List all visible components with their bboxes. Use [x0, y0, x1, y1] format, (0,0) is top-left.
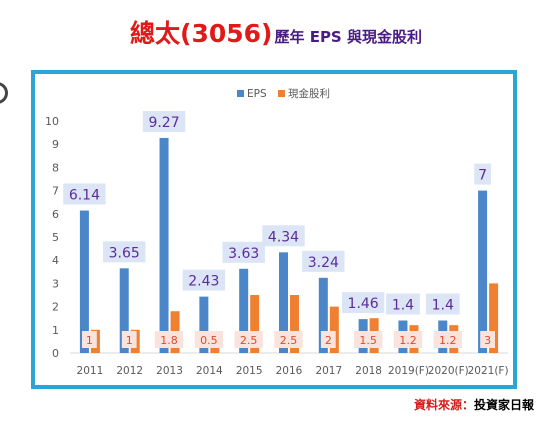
dividend-data-label-box — [274, 331, 303, 348]
eps-data-label: 3.65 — [109, 245, 140, 261]
eps-data-label-box — [103, 241, 146, 263]
x-tick-label: 2013 — [156, 365, 183, 377]
legend: EPS 現金股利 — [237, 87, 330, 100]
dividend-data-label: 1 — [86, 334, 93, 347]
eps-bar — [279, 252, 288, 353]
dividend-data-label: 2.5 — [240, 334, 258, 347]
source-value: 投資家日報 — [473, 398, 534, 412]
eps-bar — [159, 137, 169, 353]
x-tick-label: 2020(F) — [428, 365, 469, 377]
eps-bar — [79, 210, 89, 353]
x-tick-label: 2014 — [196, 365, 223, 377]
y-tick-label: 4 — [52, 254, 59, 267]
eps-bar — [239, 268, 249, 353]
x-tick-label: 2016 — [276, 365, 303, 377]
dividend-data-label: 1 — [126, 334, 133, 347]
dividend-data-label: 3 — [484, 334, 491, 347]
y-tick-label: 5 — [52, 231, 59, 244]
eps-data-label-box — [262, 225, 305, 247]
dividend-data-label: 2 — [325, 334, 332, 347]
x-tick-label: 2019(F) — [388, 365, 429, 377]
legend-label-eps: EPS — [247, 88, 267, 100]
eps-data-label-box — [182, 269, 226, 291]
eps-data-label: 1.4 — [432, 298, 454, 314]
eps-data-label: 1.4 — [392, 298, 414, 314]
eps-bar — [478, 190, 488, 353]
dividend-data-label: 1.2 — [399, 334, 417, 347]
eps-data-label-box — [386, 293, 420, 315]
eps-data-label: 7 — [478, 168, 487, 184]
eps-data-label-box — [425, 293, 460, 315]
dividend-data-label-box — [480, 331, 495, 348]
eps-data-label: 3.63 — [228, 246, 259, 262]
y-tick-label: 10 — [45, 115, 59, 128]
dividend-data-label-box — [82, 331, 97, 348]
eps-data-label-box — [63, 183, 106, 205]
eps-data-label-box — [222, 241, 265, 263]
dividend-data-label: 2.5 — [280, 334, 298, 347]
eps-bar — [199, 296, 209, 353]
chart-subtitle: 歷年 EPS 與現金股利 — [274, 28, 422, 46]
dividend-data-label-box — [121, 331, 137, 348]
dividend-data-label-box — [234, 331, 263, 348]
dividend-bar — [290, 295, 299, 353]
data-labels: 6.14 1 3.65 1 9.27 1.8 2.43 0.5 3.63 2.5 4.34 2.5 3.… — [63, 110, 495, 348]
source-note: 資料來源：投資家日報 — [414, 396, 534, 413]
x-tick-label: 2012 — [116, 365, 143, 377]
x-tick-label: 2017 — [315, 365, 342, 377]
y-tick-label: 1 — [52, 324, 59, 337]
dividend-data-label: 0.5 — [200, 334, 218, 347]
dividend-data-label-box — [353, 331, 383, 348]
chart-title-block: 總太(3056) 歷年 EPS 與現金股利 — [0, 14, 552, 50]
dividend-bar — [250, 295, 260, 353]
y-tick-label: 0 — [52, 347, 59, 360]
eps-data-label-box — [341, 292, 385, 314]
legend-swatch-eps — [237, 90, 244, 97]
eps-data-label: 2.43 — [188, 274, 219, 290]
eps-data-label-box — [474, 163, 491, 185]
x-tick-label: 2018 — [355, 365, 382, 377]
eps-data-label: 3.24 — [308, 255, 339, 271]
legend-swatch-dividend — [278, 90, 285, 97]
legend-label-dividend: 現金股利 — [288, 87, 330, 100]
chart-title: 總太(3056) — [130, 19, 273, 48]
dividend-data-label-box — [194, 331, 224, 348]
y-tick-label: 8 — [52, 161, 59, 174]
eps-data-label-box — [142, 110, 186, 132]
dividend-data-label: 1.5 — [359, 334, 377, 347]
eps-data-label: 1.46 — [348, 296, 379, 312]
eps-bar — [318, 277, 328, 353]
eps-bar — [119, 268, 129, 353]
x-tick-label: 2011 — [77, 365, 104, 377]
dividend-bar — [489, 283, 499, 353]
source-label: 資料來源： — [413, 398, 474, 412]
dividend-bar — [329, 306, 339, 353]
y-tick-label: 3 — [52, 277, 59, 290]
y-axis: 0 1 2 3 4 5 6 7 8 9 10 — [45, 115, 508, 360]
eps-data-label: 6.14 — [69, 188, 100, 204]
dividend-data-label: 1.8 — [160, 334, 178, 347]
eps-data-label-box — [302, 250, 345, 272]
dividend-data-label-box — [320, 331, 336, 348]
x-tick-label: 2021(F) — [468, 365, 509, 377]
y-tick-label: 7 — [52, 185, 59, 198]
dividend-data-label-box — [433, 331, 462, 348]
dividend-data-label: 1.2 — [439, 334, 457, 347]
dividend-data-label-box — [393, 331, 423, 348]
y-tick-label: 9 — [52, 138, 59, 151]
eps-data-label: 4.34 — [268, 229, 299, 245]
y-tick-label: 2 — [52, 301, 59, 314]
x-axis: 2011 2012 2013 2014 2015 2016 2017 2018 2019(F)2… — [77, 365, 509, 377]
y-tick-label: 6 — [52, 208, 59, 221]
dividend-data-label-box — [154, 331, 184, 348]
eps-data-label: 9.27 — [148, 115, 179, 131]
x-tick-label: 2015 — [236, 365, 263, 377]
